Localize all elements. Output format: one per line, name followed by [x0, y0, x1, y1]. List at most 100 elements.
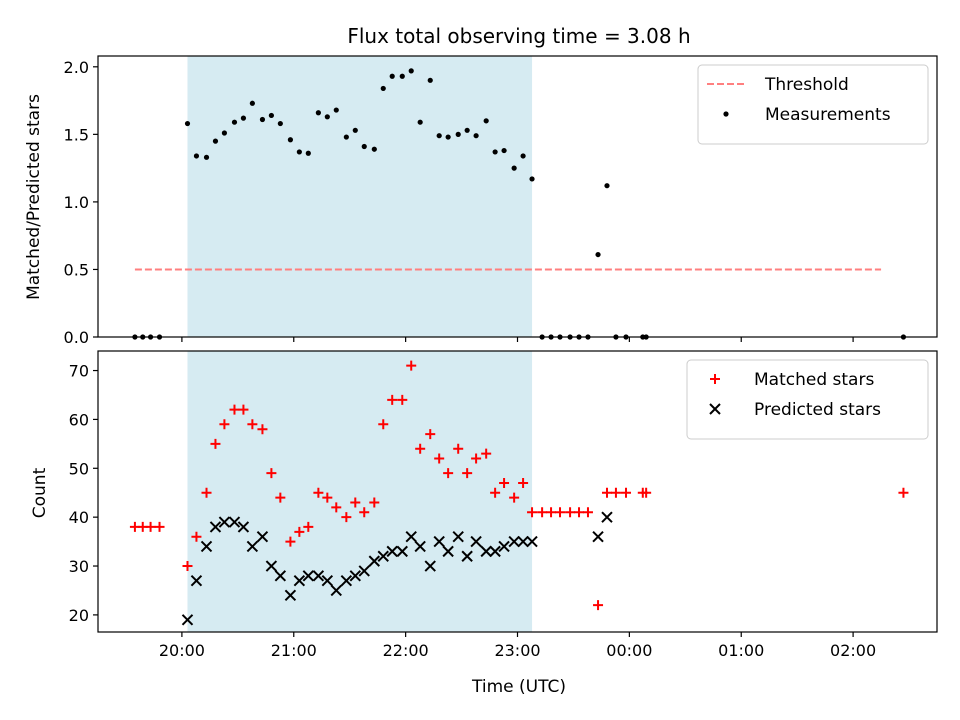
- predicted-star-point: [349, 570, 362, 582]
- measurement-point: [483, 118, 489, 124]
- predicted-star-point: [209, 521, 222, 533]
- predicted-star-point: [396, 545, 408, 558]
- predicted-star-point: [368, 555, 381, 567]
- matched-star-point: [481, 448, 492, 459]
- matched-star-point: [490, 487, 501, 498]
- measurement-point: [595, 251, 601, 258]
- x-tick-label: 21:00: [271, 641, 317, 660]
- predicted-star-point: [517, 535, 529, 548]
- matched-star-point: [313, 487, 324, 498]
- bottom-series-0: [129, 360, 909, 611]
- predicted-star-point: [424, 560, 436, 572]
- bottom-legend: Matched stars Predicted stars: [686, 359, 929, 440]
- matched-star-point: [387, 394, 398, 405]
- measurement-point: [445, 134, 451, 140]
- matched-star-point: [471, 453, 482, 464]
- measurement-point: [343, 134, 349, 140]
- measurement-point: [231, 119, 238, 125]
- measurement-point: [203, 154, 210, 160]
- matched-star-point: [621, 487, 632, 498]
- measurement-point: [455, 131, 461, 137]
- matched-star-point: [574, 507, 585, 518]
- figure-title: Flux total observing time = 3.08 h: [347, 24, 690, 48]
- top-y-axis-label: Matched/Predicted stars: [24, 94, 44, 300]
- predicted-star-point: [340, 574, 353, 587]
- x-tick-label: 22:00: [383, 641, 429, 660]
- bottom-observing-window: [187, 351, 533, 632]
- measurement-point: [277, 120, 283, 127]
- predicted-star-point: [358, 565, 370, 577]
- legend-label: Threshold: [764, 75, 849, 95]
- legend-label: Predicted stars: [754, 400, 881, 420]
- measurement-point: [296, 149, 302, 155]
- matched-star-point: [182, 561, 193, 572]
- measurement-point: [473, 133, 479, 139]
- matched-star-point: [191, 531, 202, 542]
- matched-star-point: [593, 600, 604, 611]
- y-tick-label: 50: [69, 459, 89, 478]
- predicted-star-point: [452, 530, 464, 543]
- x-tick-label: 02:00: [830, 641, 876, 660]
- y-tick-label: 30: [69, 557, 89, 576]
- predicted-star-point: [200, 540, 213, 553]
- y-tick-label: 20: [69, 606, 89, 625]
- measurement-point: [287, 137, 294, 143]
- matched-star-point: [601, 487, 612, 498]
- measurement-point: [193, 153, 200, 159]
- matched-star-point: [546, 507, 557, 518]
- predicted-star-point: [256, 530, 269, 543]
- measurement-point: [427, 77, 433, 83]
- matched-star-point: [610, 487, 621, 498]
- predicted-star-point: [321, 574, 334, 587]
- predicted-star-point: [218, 516, 231, 528]
- matched-star-point: [285, 536, 296, 547]
- matched-star-point: [537, 507, 548, 518]
- measurement-point: [520, 153, 526, 159]
- matched-star-point: [154, 521, 165, 532]
- measurement-point: [464, 127, 470, 133]
- matched-star-point: [499, 477, 510, 488]
- matched-star-point: [247, 419, 258, 430]
- x-tick-label: 00:00: [606, 641, 652, 660]
- predicted-star-point: [601, 511, 613, 523]
- matched-star-point: [397, 394, 408, 405]
- matched-star-point: [434, 453, 445, 464]
- measurement-point: [305, 150, 311, 156]
- predicted-star-point: [405, 530, 417, 543]
- legend-matched-swatch: [710, 374, 720, 384]
- y-tick-label: 0.5: [64, 260, 89, 279]
- matched-star-point: [266, 468, 277, 479]
- predicted-star-point: [489, 545, 501, 558]
- bottom-series-1: [181, 511, 613, 626]
- x-tick-label: 20:00: [159, 641, 205, 660]
- x-tick-label: 23:00: [494, 641, 540, 660]
- predicted-star-point: [377, 550, 389, 562]
- y-tick-label: 40: [69, 508, 89, 527]
- legend-box: [686, 359, 929, 440]
- y-tick-label: 0.0: [64, 328, 89, 347]
- predicted-star-point: [386, 545, 398, 558]
- predicted-star-point: [293, 574, 306, 587]
- measurement-point: [380, 85, 386, 92]
- predicted-star-point: [592, 530, 604, 543]
- measurement-point: [361, 143, 367, 150]
- measurement-point: [417, 119, 423, 125]
- predicted-star-point: [284, 589, 297, 602]
- matched-star-point: [555, 507, 566, 518]
- predicted-star-point: [470, 535, 482, 548]
- matched-star-point: [518, 477, 529, 488]
- legend-label: Matched stars: [754, 370, 874, 390]
- predicted-star-point: [330, 584, 342, 597]
- matched-star-point: [303, 521, 314, 532]
- matched-star-point: [406, 360, 417, 371]
- top-panel: 0.0 0.5 1.0 1.5 2.0 Threshold Measurements: [64, 55, 938, 347]
- matched-star-point: [257, 424, 268, 435]
- measurement-point: [352, 127, 358, 133]
- predicted-star-point: [237, 521, 250, 533]
- predicted-star-point: [498, 540, 510, 553]
- matched-star-point: [509, 492, 520, 503]
- matched-star-point: [462, 468, 473, 479]
- matched-star-point: [341, 512, 352, 523]
- matched-star-point: [582, 507, 593, 518]
